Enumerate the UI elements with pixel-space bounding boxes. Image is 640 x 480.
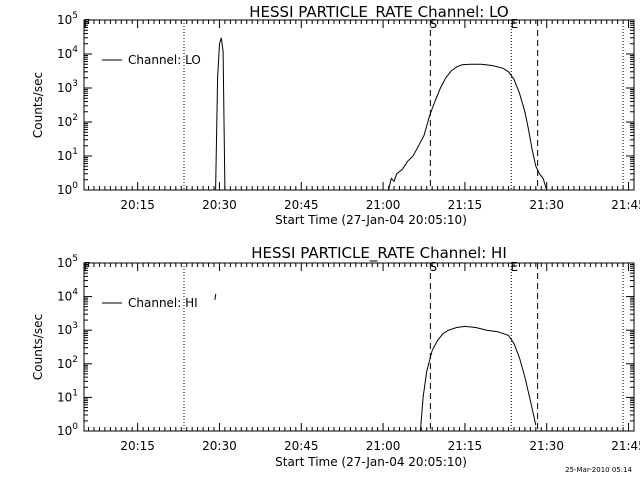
- y-tick-label: 104: [57, 288, 78, 304]
- y-tick-label: 102: [57, 113, 78, 129]
- y-tick-label: 103: [57, 79, 78, 95]
- x-tick-label: 21:00: [366, 198, 401, 212]
- y-axis-label: Counts/sec: [31, 72, 45, 138]
- marker-label: E: [510, 17, 518, 31]
- y-tick-label: 101: [57, 147, 78, 163]
- marker-label: F: [84, 17, 91, 31]
- chart-panel-2: HESSI PARTICLE_RATE Channel: HI 100 101 102…: [31, 244, 640, 469]
- y-tick-label: 100: [57, 181, 78, 197]
- x-tick-label: 21:45: [611, 439, 640, 453]
- marker-label: S: [430, 17, 438, 31]
- x-tick-label: 21:30: [529, 439, 564, 453]
- y-tick-label: 102: [57, 355, 78, 371]
- series-line: [388, 63, 548, 191]
- chart-title: HESSI PARTICLE_RATE Channel: LO: [249, 3, 508, 22]
- legend-label: Channel: HI: [128, 296, 198, 310]
- y-tick-label: 100: [57, 422, 78, 438]
- marker-label: S: [430, 260, 438, 274]
- series-line: [419, 325, 537, 432]
- x-tick-label: 20:30: [202, 439, 237, 453]
- x-tick-label: 21:30: [529, 198, 564, 212]
- x-tick-label: 21:00: [366, 439, 401, 453]
- x-tick-label: 21:45: [611, 198, 640, 212]
- x-tick-label: 20:45: [284, 439, 319, 453]
- x-tick-label: 21:15: [448, 198, 483, 212]
- series-line: [214, 293, 217, 300]
- y-tick-label: 101: [57, 388, 78, 404]
- marker-label: F: [84, 260, 91, 274]
- x-tick-label: 20:15: [120, 439, 155, 453]
- y-tick-label: 104: [57, 45, 78, 61]
- y-tick-label: 103: [57, 321, 78, 337]
- x-tick-label: 21:15: [448, 439, 483, 453]
- marker-label: E: [510, 260, 518, 274]
- x-tick-label: 20:15: [120, 198, 155, 212]
- x-tick-label: 20:45: [284, 198, 319, 212]
- chart-panel-1: HESSI PARTICLE_RATE Channel: LO 100 101 102…: [31, 3, 640, 227]
- series-line: [215, 37, 226, 191]
- chart-title: HESSI PARTICLE_RATE Channel: HI: [251, 244, 507, 263]
- y-tick-label: 105: [57, 11, 78, 27]
- x-axis-label: Start Time (27-Jan-04 20:05:10): [275, 213, 467, 227]
- plot-frame: [83, 262, 635, 432]
- legend-label: Channel: LO: [128, 53, 201, 67]
- x-tick-label: 20:30: [202, 198, 237, 212]
- y-axis-label: Counts/sec: [31, 314, 45, 380]
- plot-frame: [83, 19, 635, 191]
- y-tick-label: 105: [57, 254, 78, 270]
- x-axis-label: Start Time (27-Jan-04 20:05:10): [275, 455, 467, 469]
- footer-date: 25-Mar-2010 05:14: [565, 466, 632, 474]
